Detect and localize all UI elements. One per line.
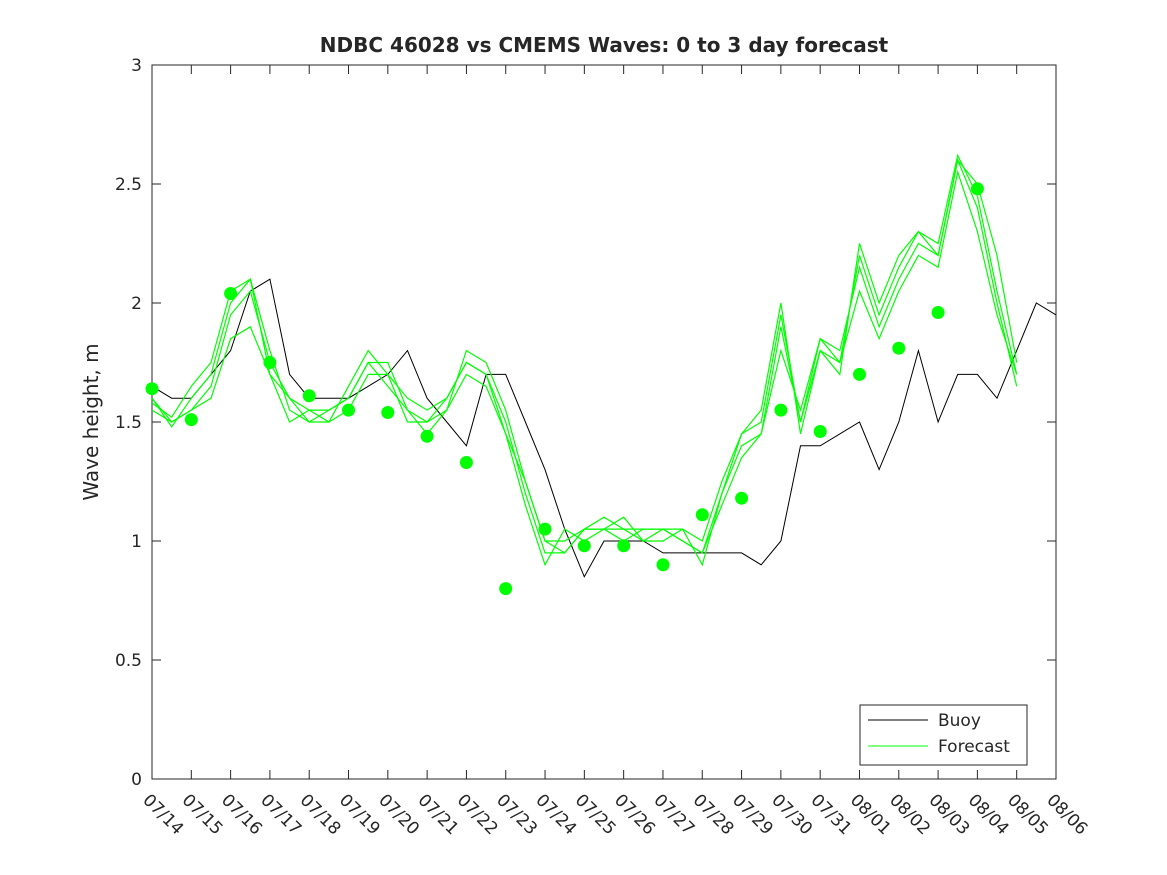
forecast-marker	[813, 425, 827, 438]
buoy-line	[151, 278, 1057, 578]
forecast-marker	[695, 508, 709, 522]
legend: Buoy Forecast	[859, 704, 1028, 766]
forecast-marker	[577, 539, 591, 553]
forecast-marker	[892, 341, 906, 355]
forecast-marker	[184, 413, 198, 427]
forecast-marker	[224, 287, 238, 300]
forecast-marker	[970, 182, 984, 196]
forecast-marker	[538, 522, 552, 536]
y-tick-label: 1	[131, 532, 142, 552]
y-tick-label: 2.5	[115, 175, 142, 195]
forecast-marker	[145, 382, 159, 396]
y-tick-label: 3	[131, 56, 142, 76]
y-tick-label: 0.5	[115, 651, 142, 671]
forecast-marker	[656, 558, 670, 572]
forecast-marker	[459, 456, 473, 469]
y-axis-label: Wave height, m	[79, 343, 103, 500]
axis-ticks	[151, 64, 1057, 780]
forecast-series-group	[151, 153, 1018, 567]
forecast-markers	[145, 182, 984, 596]
y-tick-label: 0	[131, 770, 142, 790]
forecast-marker	[420, 429, 434, 443]
y-tick-label: 2	[131, 294, 142, 314]
forecast-marker	[302, 389, 316, 403]
forecast-marker	[853, 367, 866, 381]
forecast-marker	[735, 491, 749, 505]
forecast-marker	[381, 406, 395, 419]
y-tick-labels: 0 0.5 1 1.5 2 2.5 3	[115, 56, 142, 790]
forecast-marker	[931, 306, 945, 319]
forecast-marker	[774, 403, 788, 417]
plot-frame	[151, 64, 1057, 780]
y-tick-label: 1.5	[115, 413, 142, 433]
legend-box	[859, 704, 1028, 766]
forecast-line-3	[151, 153, 1018, 554]
forecast-marker	[263, 356, 277, 369]
legend-buoy-label: Buoy	[938, 711, 981, 731]
chart-title: NDBC 46028 vs CMEMS Waves: 0 to 3 day fo…	[320, 33, 889, 57]
plot-area	[145, 64, 1057, 780]
legend-forecast-label: Forecast	[938, 737, 1010, 757]
forecast-marker	[342, 403, 355, 417]
forecast-marker	[617, 539, 631, 553]
buoy-series	[151, 278, 1057, 578]
forecast-marker	[499, 582, 513, 596]
